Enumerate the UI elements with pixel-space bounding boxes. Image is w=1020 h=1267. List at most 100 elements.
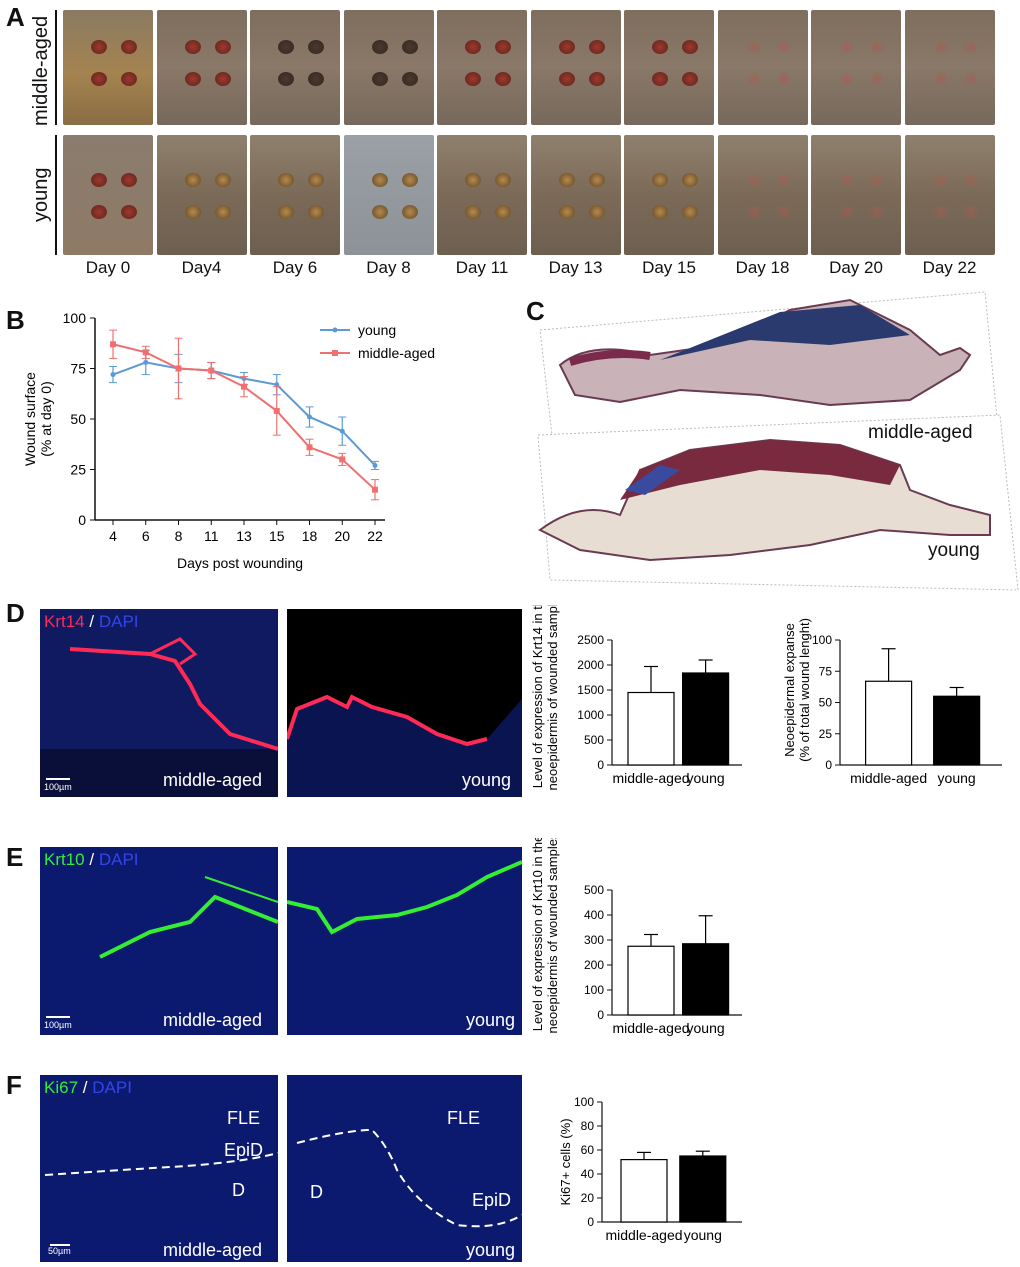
ki67-stain-label: Ki67 — [44, 1078, 79, 1097]
wound — [652, 40, 668, 54]
y-axis-label: (% of total wound lenght) — [797, 618, 812, 762]
wound — [214, 72, 231, 86]
category-label: young — [687, 1020, 725, 1036]
wound — [745, 40, 762, 54]
y-tick-label: 40 — [581, 1167, 595, 1181]
scale-label: 50µm — [48, 1246, 71, 1256]
wound — [465, 72, 481, 86]
wound-photo-middle-aged-1 — [63, 10, 153, 125]
wound — [308, 40, 324, 54]
data-point — [372, 486, 378, 493]
wound — [869, 173, 885, 187]
wound — [371, 173, 388, 187]
krt14-image-young — [287, 609, 522, 797]
wound — [278, 205, 294, 219]
day-label: Day 18 — [735, 258, 790, 277]
y-tick-label: 200 — [584, 958, 604, 972]
bar-middle-aged — [620, 1158, 668, 1223]
scale-bar — [46, 1016, 70, 1018]
ki67-image-young — [287, 1075, 522, 1262]
data-point — [372, 462, 378, 468]
wound — [495, 40, 511, 54]
wound — [588, 173, 605, 187]
wound-photo-middle-aged-2 — [156, 10, 247, 125]
wound-photo-middle-aged-6 — [530, 10, 621, 125]
wound — [121, 205, 137, 219]
krt10-dapi-label: Krt10 / DAPI — [44, 850, 139, 870]
wound — [745, 72, 762, 86]
wound-photo-young-2 — [156, 135, 247, 255]
wound-photo-middle-aged-10 — [904, 10, 995, 125]
x-tick-label: 4 — [109, 528, 117, 544]
y-axis-label: Level of expression of Krt10 in the — [530, 838, 545, 1031]
y-axis-label: Level of expression of Krt14 in the — [530, 605, 545, 788]
y-tick-label: 0 — [825, 758, 832, 772]
x-tick-label: 11 — [204, 528, 219, 544]
image-label-young: young — [466, 1240, 516, 1260]
wound — [932, 205, 949, 219]
wound — [121, 40, 137, 54]
x-tick-label: 18 — [302, 528, 318, 544]
wound-photo-young-6 — [530, 135, 621, 255]
y-tick-label: 0 — [597, 758, 604, 772]
row-label-young: young — [30, 167, 52, 223]
wound — [308, 72, 324, 86]
dapi-stain-label: DAPI — [98, 612, 139, 631]
wound — [495, 173, 511, 187]
wound — [869, 40, 885, 54]
wound — [278, 40, 294, 54]
wound-photo-middle-aged-4 — [343, 10, 434, 125]
y-tick-label: 100 — [63, 310, 87, 326]
ki67-dapi-label: Ki67 / DAPI — [44, 1078, 132, 1098]
scale-bar — [46, 778, 70, 780]
dapi-stain-label: DAPI — [98, 850, 139, 869]
panel-label-f: F — [6, 1070, 22, 1100]
wound — [371, 205, 388, 219]
y-tick-label: 0 — [587, 1215, 594, 1229]
category-label: middle-aged — [612, 1020, 689, 1036]
data-point — [175, 365, 182, 372]
wound-photo-young-8 — [717, 135, 808, 255]
wound-surface-line-chart: 0 25 50 75 100 4 6 8 11 13 15 18 20 22 Days post wound… — [22, 310, 435, 571]
legend-label: middle-aged — [358, 345, 435, 361]
bar-middle-aged — [864, 680, 913, 766]
scale-label: 100µm — [44, 1020, 72, 1030]
x-tick-label: 20 — [334, 528, 350, 544]
y-tick-label: 500 — [584, 883, 604, 897]
wound — [214, 173, 231, 187]
y-tick-label: 1500 — [577, 683, 604, 697]
section-label-middle-aged: middle-aged — [868, 422, 973, 443]
y-axis-label: neoepidermis of wounded samples — [545, 838, 560, 1033]
y-tick-label: 1000 — [577, 708, 604, 722]
neoepidermal-expanse-bar-chart: 0 25 50 75 100 middle-aged young Neoepidermal e… — [782, 618, 1002, 786]
category-label: young — [938, 770, 976, 786]
section-label-young: young — [928, 540, 980, 561]
wound — [401, 72, 418, 86]
wound-photo-young-10 — [904, 135, 995, 255]
wound — [682, 72, 698, 86]
wound — [869, 205, 885, 219]
y-axis-label: (% at day 0) — [38, 381, 54, 456]
wound — [869, 72, 885, 86]
image-label-young: young — [462, 770, 512, 790]
image-label-middle-aged: middle-aged — [163, 1010, 263, 1030]
panel-label-d: D — [6, 598, 25, 628]
day-label: Day4 — [181, 258, 222, 277]
panel-label-a: A — [6, 2, 25, 32]
image-label-middle-aged: middle-aged — [163, 770, 263, 790]
wound — [558, 40, 575, 54]
day-label: Day 15 — [642, 258, 696, 277]
region-label-fle: FLE — [447, 1108, 481, 1128]
wound-photo-middle-aged-5 — [437, 10, 527, 125]
wound — [588, 205, 605, 219]
day-label: Day 20 — [829, 258, 883, 277]
data-point — [208, 367, 215, 374]
wound — [652, 72, 668, 86]
y-tick-label: 20 — [581, 1191, 595, 1205]
x-tick-label: 6 — [142, 528, 150, 544]
wound — [465, 40, 481, 54]
panel-label-e: E — [6, 842, 24, 872]
wound — [962, 205, 979, 219]
wound — [401, 40, 418, 54]
y-tick-label: 75 — [70, 361, 86, 377]
